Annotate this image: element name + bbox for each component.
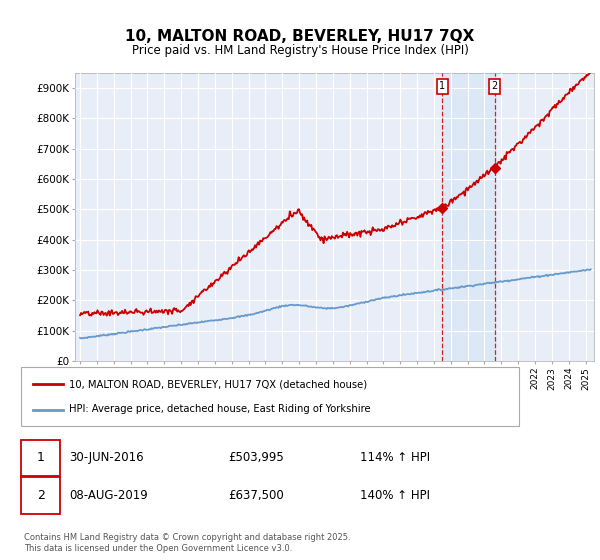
Text: Contains HM Land Registry data © Crown copyright and database right 2025.
This d: Contains HM Land Registry data © Crown c…	[24, 533, 350, 553]
Text: £637,500: £637,500	[228, 489, 284, 502]
Text: 2: 2	[37, 489, 45, 502]
Text: Price paid vs. HM Land Registry's House Price Index (HPI): Price paid vs. HM Land Registry's House …	[131, 44, 469, 57]
Text: 30-JUN-2016: 30-JUN-2016	[69, 451, 143, 464]
Bar	[442, 73, 494, 361]
Text: 10, MALTON ROAD, BEVERLEY, HU17 7QX (detached house): 10, MALTON ROAD, BEVERLEY, HU17 7QX (det…	[69, 380, 367, 390]
Text: 1: 1	[37, 451, 45, 464]
Text: 10, MALTON ROAD, BEVERLEY, HU17 7QX: 10, MALTON ROAD, BEVERLEY, HU17 7QX	[125, 29, 475, 44]
Text: 114% ↑ HPI: 114% ↑ HPI	[360, 451, 430, 464]
Text: 2: 2	[491, 81, 498, 91]
Text: 08-AUG-2019: 08-AUG-2019	[69, 489, 148, 502]
Text: HPI: Average price, detached house, East Riding of Yorkshire: HPI: Average price, detached house, East…	[69, 404, 371, 414]
Text: 140% ↑ HPI: 140% ↑ HPI	[360, 489, 430, 502]
Text: 1: 1	[439, 81, 445, 91]
Text: £503,995: £503,995	[228, 451, 284, 464]
